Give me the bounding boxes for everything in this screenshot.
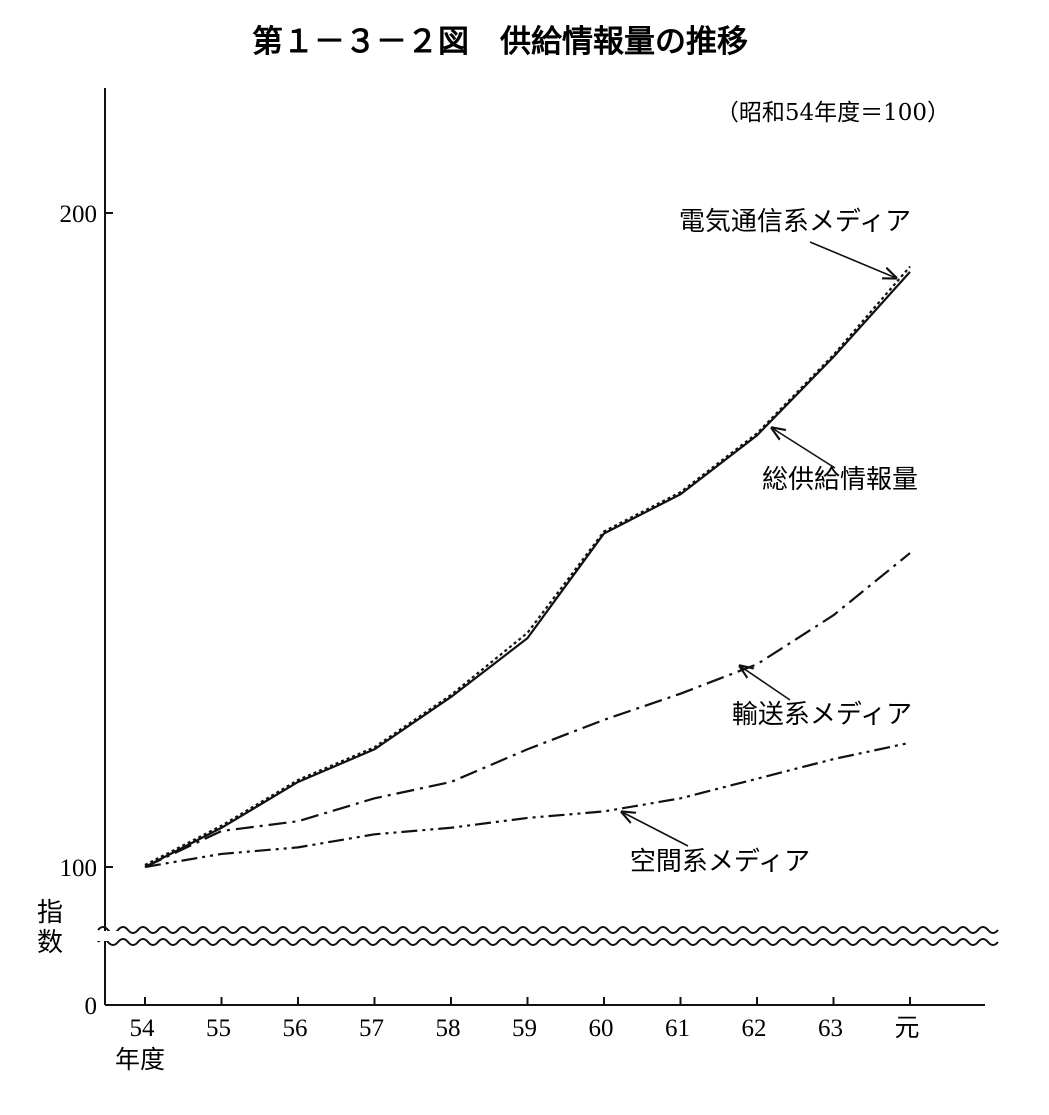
chart-title: 第１－３－２図 供給情報量の推移 bbox=[252, 24, 748, 60]
x-tick-label: 58 bbox=[436, 1015, 461, 1042]
x-tick-label: 60 bbox=[589, 1015, 614, 1042]
axis-break-wave bbox=[97, 938, 999, 946]
y-axis-label-1: 指 bbox=[37, 898, 63, 928]
axis-break-gap bbox=[98, 931, 118, 941]
axes: 0 100 200 54 55 56 57 58 59 60 61 62 63 元 bbox=[60, 88, 985, 1042]
label-arrow-3 bbox=[740, 666, 791, 701]
x-tick-label: 63 bbox=[818, 1015, 843, 1042]
series-line-1 bbox=[144, 271, 911, 868]
x-tick-label: 61 bbox=[665, 1015, 690, 1042]
label-arrow-2 bbox=[809, 241, 896, 278]
series-label-2: 電気通信系メディア bbox=[679, 207, 911, 237]
axis-break bbox=[97, 926, 999, 946]
series-label-1: 総供給情報量 bbox=[762, 465, 918, 495]
label-arrow-1 bbox=[772, 428, 836, 469]
x-tick-label: 57 bbox=[359, 1015, 384, 1042]
label-arrow-4 bbox=[622, 812, 689, 847]
series-line-3 bbox=[144, 552, 911, 868]
x-tick-label: 元 bbox=[894, 1015, 919, 1042]
y-tick-label: 0 bbox=[85, 993, 98, 1020]
x-tick-label: 55 bbox=[206, 1015, 231, 1042]
x-tick-label: 56 bbox=[283, 1015, 308, 1042]
series-line-4 bbox=[144, 741, 911, 869]
base-note: （昭和54年度＝100） bbox=[716, 100, 950, 126]
y-tick-label: 200 bbox=[60, 201, 98, 228]
x-tick-label: 59 bbox=[512, 1015, 537, 1042]
series-label-3: 輸送系メディア bbox=[732, 700, 912, 730]
x-tick-label: 62 bbox=[742, 1015, 767, 1042]
series-group bbox=[144, 265, 911, 869]
series-label-4: 空間系メディア bbox=[630, 847, 810, 877]
y-axis-label-2: 数 bbox=[37, 928, 63, 958]
axis-break-wave bbox=[97, 926, 999, 934]
series-line-2 bbox=[144, 265, 911, 866]
y-tick-label: 100 bbox=[60, 855, 98, 882]
x-tick-label: 54 bbox=[130, 1015, 156, 1042]
x-axis-label: 年度 bbox=[115, 1046, 165, 1074]
